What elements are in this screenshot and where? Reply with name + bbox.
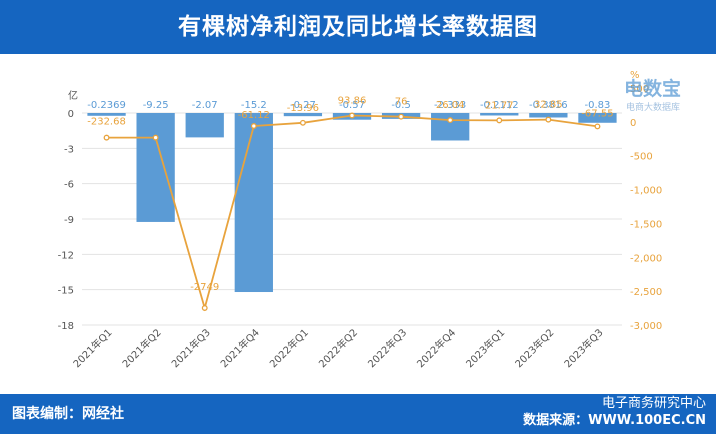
right-axis-tick-label: -1,500 xyxy=(630,219,662,230)
page-title: 有棵树净利润及同比增长率数据图 xyxy=(178,14,538,40)
left-axis-tick-label: 0 xyxy=(68,109,74,120)
growth-point xyxy=(398,113,405,120)
bar xyxy=(529,113,568,118)
bar-data-label: -2.333 xyxy=(434,100,466,111)
chart-editor-credit: 图表编制：网经社 xyxy=(12,406,124,422)
x-axis-tick-label: 2021年Q3 xyxy=(169,326,213,370)
bar-data-label: -0.2112 xyxy=(480,100,519,111)
line-data-label: 93.86 xyxy=(338,96,367,107)
combo-chart: 0 -3 -6 -9 -12 -15 -18 500 0 -500 -1,000 -1,500 -2,0… xyxy=(58,70,663,370)
growth-point xyxy=(447,117,454,124)
x-axis-tick-label: 2023年Q3 xyxy=(561,326,605,370)
bar-data-label: -0.2369 xyxy=(87,100,126,111)
growth-point xyxy=(103,134,110,141)
line-data-label: -13.96 xyxy=(287,103,319,114)
x-axis-tick-label: 2022年Q3 xyxy=(365,326,409,370)
bar-data-label: -0.5 xyxy=(391,100,411,111)
left-axis-tick-label: -3 xyxy=(64,144,74,155)
line-data-label: -61.12 xyxy=(238,110,270,121)
right-axis-unit: % xyxy=(630,70,640,81)
watermark-subtext: 电商大数据库 xyxy=(626,103,681,113)
bar-data-label: -0.3816 xyxy=(529,100,568,111)
line-data-label: 26.04 xyxy=(436,100,465,111)
growth-point xyxy=(545,116,552,123)
growth-point xyxy=(349,112,355,119)
right-axis-tick-label: -1,000 xyxy=(630,186,662,197)
x-axis-tick-label: 2022年Q2 xyxy=(316,326,360,370)
line-data-label: -232.68 xyxy=(87,117,126,128)
x-axis-tick-label: 2021年Q4 xyxy=(218,326,262,370)
data-source: 数据来源：WWW.100EC.CN xyxy=(523,413,706,428)
x-axis-tick-label: 2023年Q2 xyxy=(512,326,556,370)
growth-point xyxy=(496,117,503,124)
bar-data-label: -15.2 xyxy=(241,100,267,111)
footer-source-block: 电子商务研究中心 数据来源：WWW.100EC.CN xyxy=(523,394,706,434)
right-axis-tick-label: -2,000 xyxy=(630,253,662,264)
x-axis-tick-label: 2021年Q1 xyxy=(70,326,114,370)
x-axis-tick-label: 2021年Q2 xyxy=(119,326,163,370)
bar xyxy=(87,113,126,116)
header-bar: 有棵树净利润及同比增长率数据图 xyxy=(0,0,716,54)
left-axis-unit: 亿 xyxy=(68,89,78,102)
x-axis-tick-label: 2022年Q1 xyxy=(267,326,311,370)
bar-data-label: -0.27 xyxy=(290,100,316,111)
line-data-label: 21.77 xyxy=(485,100,514,111)
growth-point xyxy=(201,305,208,311)
bar-data-label: -0.83 xyxy=(585,100,611,111)
left-axis-tick-label: -15 xyxy=(58,286,74,297)
line-data-label: 76 xyxy=(395,97,408,108)
line-data-label: -67.55 xyxy=(581,108,613,119)
bar xyxy=(136,113,175,222)
bar-data-label: -0.57 xyxy=(339,100,365,111)
line-data-label: -2749 xyxy=(190,282,219,293)
left-axis-tick-label: -12 xyxy=(58,250,74,261)
growth-point xyxy=(299,119,306,126)
right-axis-tick-label: 500 xyxy=(630,84,649,95)
bar-data-label: -2.07 xyxy=(192,100,218,111)
x-axis-tick-label: 2023年Q1 xyxy=(463,326,507,370)
right-axis-tick-label: -2,500 xyxy=(630,287,662,298)
research-center-name: 电子商务研究中心 xyxy=(601,396,706,411)
right-axis-tick-label: 0 xyxy=(630,118,636,129)
bar xyxy=(185,113,224,138)
right-axis-tick-label: -500 xyxy=(630,152,653,163)
bar xyxy=(283,113,323,117)
right-axis-tick-label: -3,000 xyxy=(630,321,662,332)
bar xyxy=(480,113,519,116)
line-data-label: 32.85 xyxy=(534,100,563,111)
left-axis-tick-label: -6 xyxy=(64,180,74,191)
chart-area: 0 -3 -6 -9 -12 -15 -18 500 0 -500 -1,000 -1,500 -2,0… xyxy=(0,54,716,394)
footer-bar: 图表编制：网经社 电子商务研究中心 数据来源：WWW.100EC.CN xyxy=(0,394,716,434)
bar xyxy=(578,113,617,123)
x-axis-tick-label: 2022年Q4 xyxy=(414,326,458,370)
left-axis-tick-label: -18 xyxy=(58,321,74,332)
left-axis-tick-label: -9 xyxy=(64,215,74,226)
bar-data-label: -9.25 xyxy=(143,100,169,111)
growth-line xyxy=(106,114,598,312)
growth-point xyxy=(250,123,257,129)
bar xyxy=(431,113,470,141)
growth-point xyxy=(152,134,159,141)
growth-point xyxy=(594,123,601,130)
bar xyxy=(234,113,273,293)
watermark-logo-text: 电数宝 xyxy=(624,78,682,100)
